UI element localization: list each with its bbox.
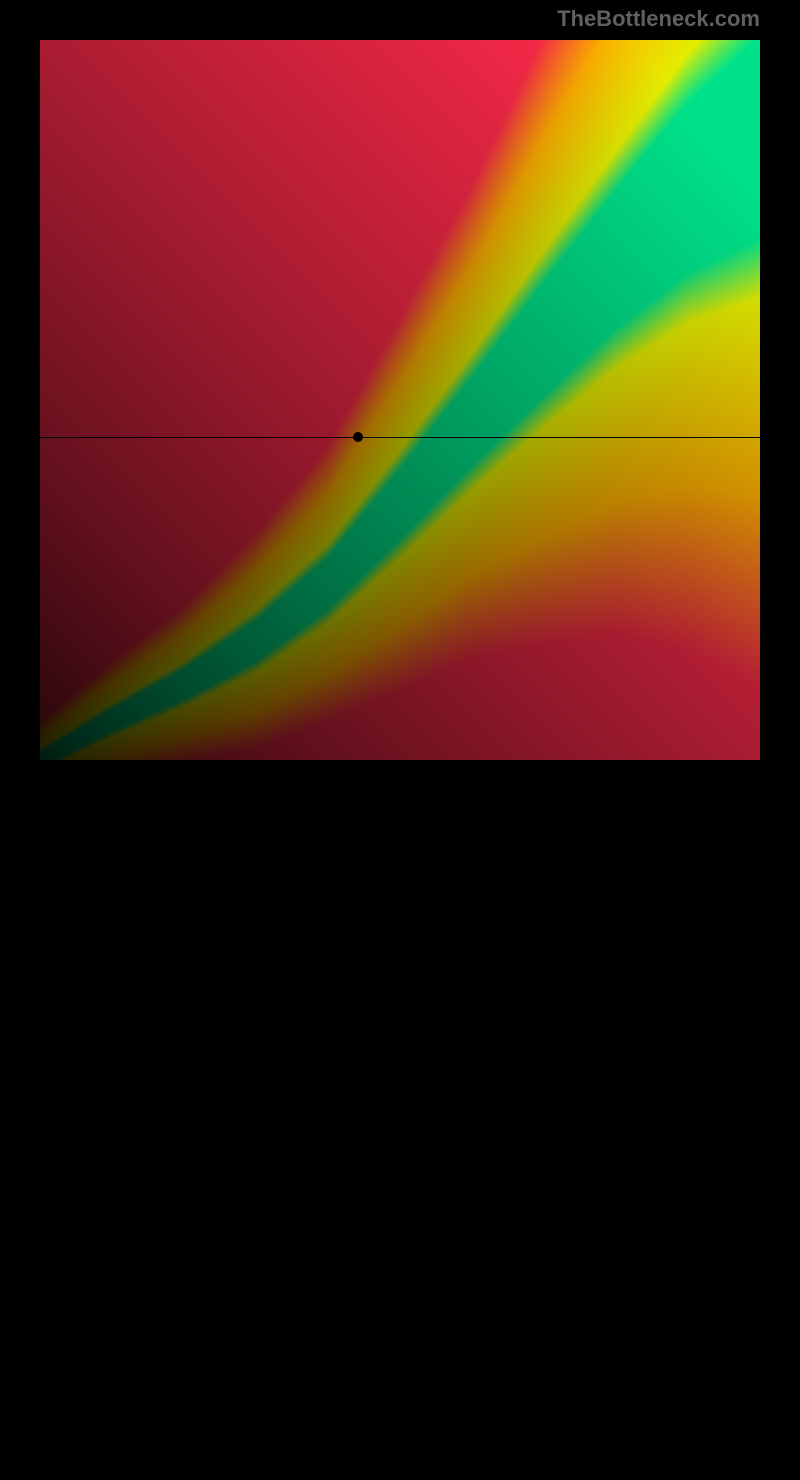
heatmap-canvas bbox=[40, 40, 760, 760]
crosshair-horizontal bbox=[40, 437, 760, 438]
crosshair-marker bbox=[353, 432, 363, 442]
plot-area bbox=[40, 40, 760, 760]
watermark-text: TheBottleneck.com bbox=[557, 6, 760, 32]
crosshair-vertical bbox=[358, 760, 359, 1480]
